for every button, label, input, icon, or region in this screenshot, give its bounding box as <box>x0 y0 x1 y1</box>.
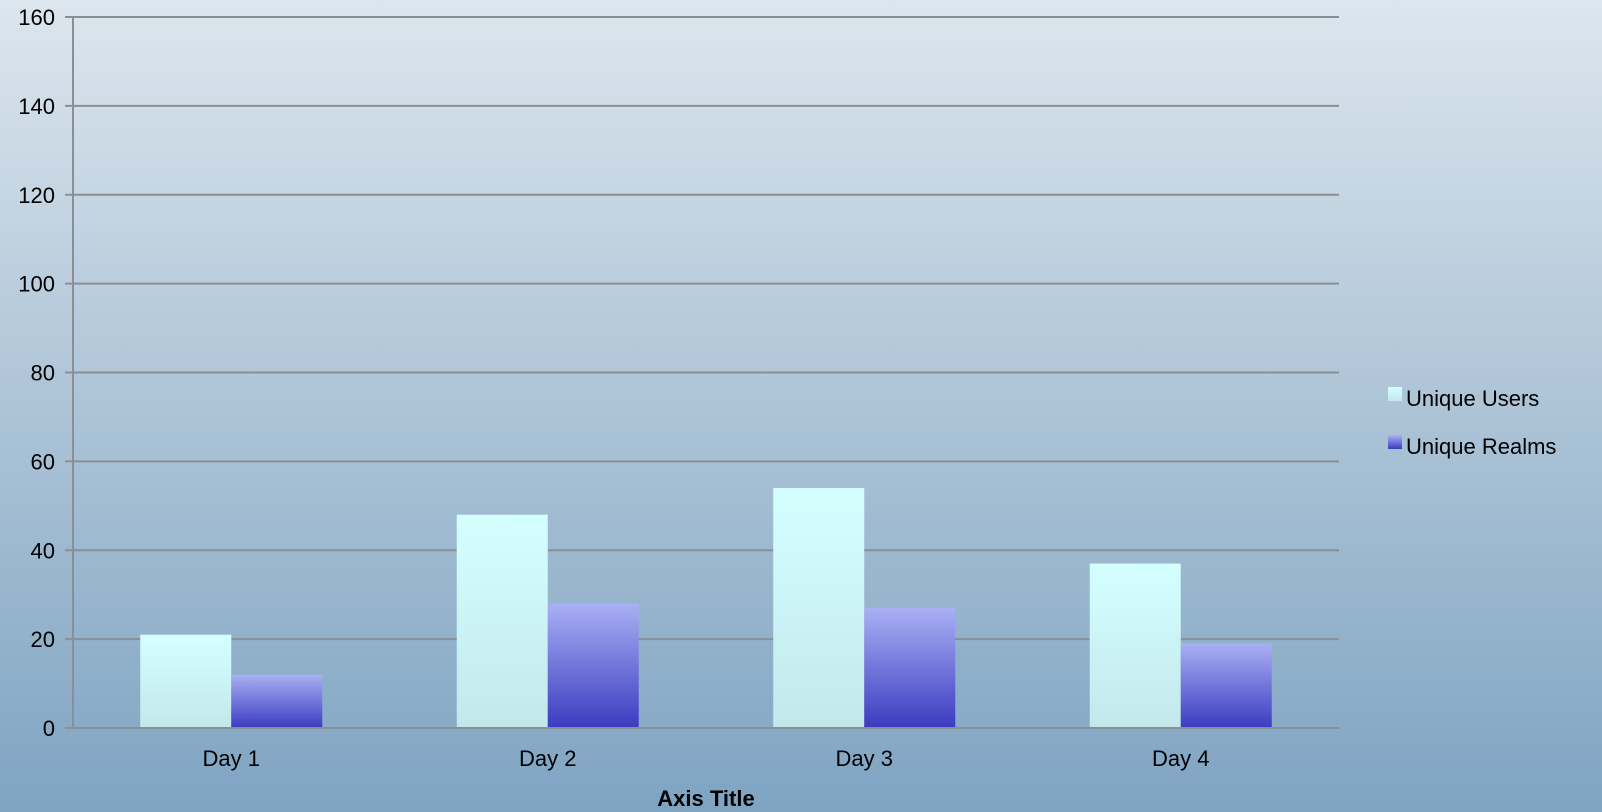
bar-unique-realms-day-2 <box>547 603 639 728</box>
y-tick-label: 40 <box>31 538 55 563</box>
x-category-label: Day 3 <box>836 746 893 771</box>
legend-label: Unique Users <box>1406 386 1539 411</box>
gridlines <box>73 16 1339 641</box>
legend-label: Unique Realms <box>1406 434 1556 459</box>
x-category-label: Day 2 <box>519 746 576 771</box>
y-tick-label: 0 <box>43 716 55 741</box>
legend-swatch <box>1388 435 1402 449</box>
bar-unique-realms-day-1 <box>231 674 323 728</box>
y-tick-label: 140 <box>18 94 55 119</box>
y-tick-label: 120 <box>18 183 55 208</box>
legend-swatch <box>1388 387 1402 401</box>
x-axis-title: Axis Title <box>657 786 754 811</box>
bar-unique-users-day-2 <box>456 514 548 728</box>
y-tick-label: 160 <box>18 5 55 30</box>
y-tick-label: 20 <box>31 627 55 652</box>
bar-unique-users-day-1 <box>140 634 232 728</box>
bar-unique-users-day-4 <box>1089 563 1181 728</box>
y-tick-label: 80 <box>31 361 55 386</box>
x-axis-categories: Day 1 Day 2 Day 3 Day 4 <box>203 746 1210 771</box>
legend: Unique Users Unique Realms <box>1388 386 1556 459</box>
bar-unique-realms-day-3 <box>864 608 956 728</box>
bar-unique-realms-day-4 <box>1180 643 1272 728</box>
y-axis-ticks: 0 20 40 60 80 100 120 140 160 <box>18 5 73 741</box>
y-tick-label: 100 <box>18 272 55 297</box>
axes <box>72 17 1339 729</box>
y-tick-label: 60 <box>31 449 55 474</box>
x-category-label: Day 1 <box>203 746 260 771</box>
x-category-label: Day 4 <box>1152 746 1209 771</box>
bars <box>140 488 1272 728</box>
bar-unique-users-day-3 <box>773 488 865 728</box>
